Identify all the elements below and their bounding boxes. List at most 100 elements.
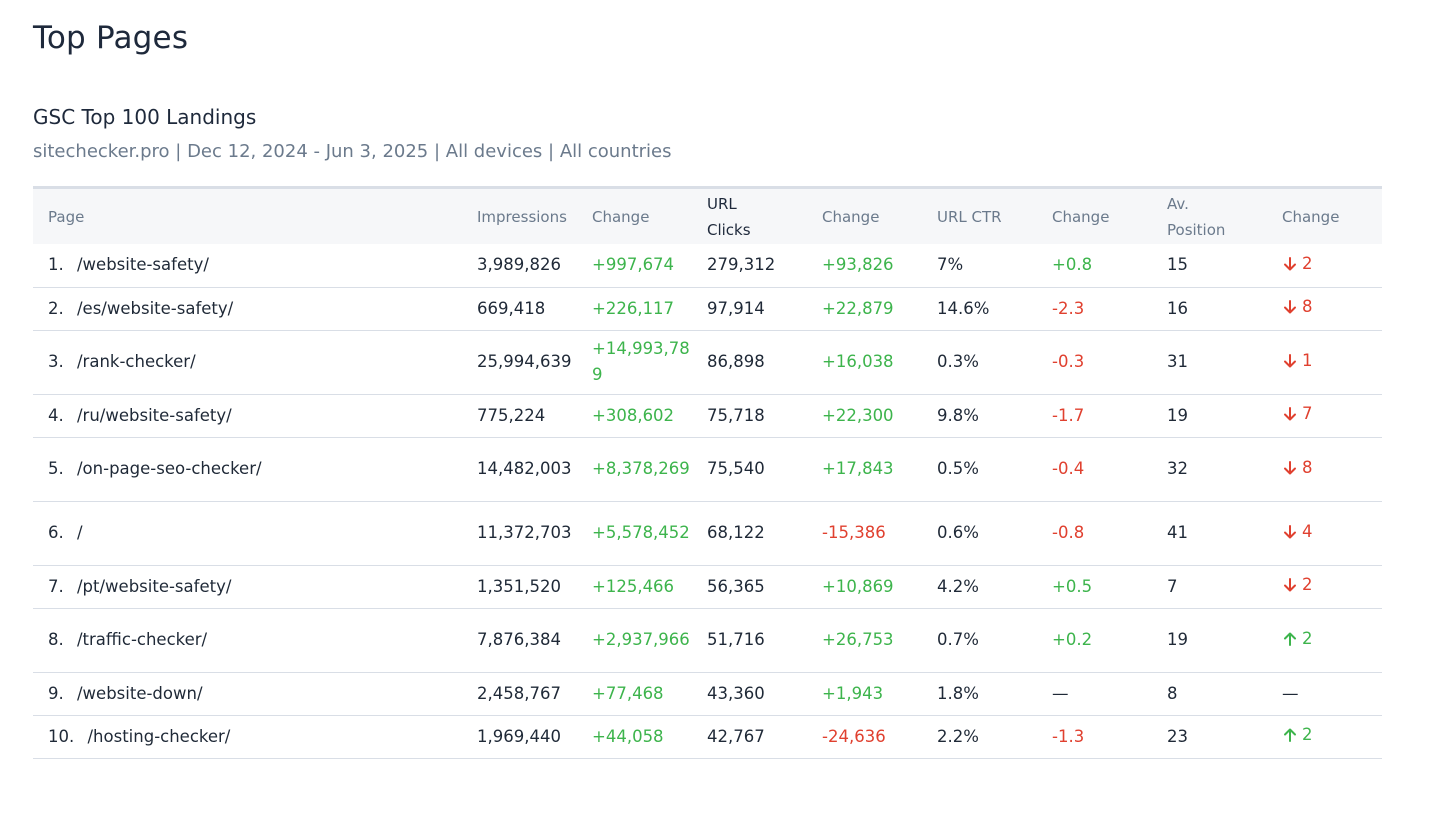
clicks-change-cell: +17,843 [807, 437, 922, 502]
impressions-cell: 7,876,384 [462, 608, 577, 673]
page-cell[interactable]: 3. /rank-checker/ [33, 330, 462, 395]
impressions-change-cell: +14,993,789 [577, 330, 692, 395]
page-url-link[interactable]: /pt/website-safety/ [77, 576, 232, 596]
position-change-value: 1 [1302, 350, 1313, 370]
clicks-cell: 75,718 [692, 394, 807, 438]
clicks-cell: 43,360 [692, 672, 807, 716]
table-row[interactable]: 5. /on-page-seo-checker/ 14,482,003 +8,3… [33, 437, 1382, 502]
position-cell: 19 [1152, 394, 1267, 438]
row-number: 3. [48, 352, 64, 371]
clicks-cell: 68,122 [692, 501, 807, 566]
impressions-cell: 1,351,520 [462, 565, 577, 609]
impressions-change-cell: +8,378,269 [577, 437, 692, 502]
ctr-cell: 7% [922, 244, 1037, 288]
position-change-value: 2 [1302, 725, 1313, 744]
clicks-change-cell: -15,386 [807, 501, 922, 566]
position-change-value: 8 [1302, 297, 1313, 316]
table-header: Page Impressions Change URL Clicks Change… [33, 187, 1382, 244]
table-row[interactable]: 1. /website-safety/ 3,989,826 +997,674 2… [33, 244, 1382, 288]
ctr-change-cell: -0.3 [1037, 330, 1152, 395]
clicks-cell: 56,365 [692, 565, 807, 609]
impressions-cell: 14,482,003 [462, 437, 577, 502]
arrow-up-icon [1284, 632, 1296, 646]
page-cell[interactable]: 9. /website-down/ [33, 672, 462, 716]
impressions-change-cell: +77,468 [577, 672, 692, 716]
ctr-change-cell: +0.2 [1037, 608, 1152, 673]
position-change-cell: 4 [1267, 501, 1382, 566]
page-url-link[interactable]: /hosting-checker/ [87, 726, 231, 746]
header-position-change[interactable]: Change [1282, 207, 1340, 226]
position-cell: 16 [1152, 287, 1267, 331]
header-ctr-change[interactable]: Change [1052, 207, 1110, 226]
table-row[interactable]: 10. /hosting-checker/ 1,969,440 +44,058 … [33, 715, 1382, 759]
row-number: 5. [48, 459, 64, 478]
page-cell[interactable]: 10. /hosting-checker/ [33, 715, 462, 759]
ctr-cell: 0.6% [922, 501, 1037, 566]
position-cell: 41 [1152, 501, 1267, 566]
position-change-indicator: 2 [1282, 722, 1313, 748]
position-change-value: 8 [1302, 457, 1313, 477]
clicks-change-cell: +26,753 [807, 608, 922, 673]
row-number: 2. [48, 298, 64, 318]
clicks-change-cell: +16,038 [807, 330, 922, 395]
position-change-indicator: 2 [1282, 251, 1313, 277]
page-cell[interactable]: 8. /traffic-checker/ [33, 608, 462, 673]
clicks-cell: 86,898 [692, 330, 807, 395]
page-cell[interactable]: 2. /es/website-safety/ [33, 287, 462, 331]
table-row[interactable]: 8. /traffic-checker/ 7,876,384 +2,937,96… [33, 608, 1382, 673]
position-cell: 23 [1152, 715, 1267, 759]
ctr-cell: 0.5% [922, 437, 1037, 502]
arrow-down-icon [1284, 300, 1296, 314]
position-change-indicator: 1 [1282, 348, 1313, 374]
clicks-change-cell: +1,943 [807, 672, 922, 716]
clicks-change-cell: -24,636 [807, 715, 922, 759]
impressions-cell: 669,418 [462, 287, 577, 331]
page-url-link[interactable]: /ru/website-safety/ [77, 405, 232, 425]
position-change-cell: 8 [1267, 437, 1382, 502]
position-change-indicator: 2 [1282, 626, 1313, 652]
page-url-link[interactable]: / [77, 523, 83, 542]
page-cell[interactable]: 4. /ru/website-safety/ [33, 394, 462, 438]
header-url-clicks[interactable]: URL Clicks [707, 194, 751, 239]
position-change-value: 2 [1302, 253, 1313, 273]
arrow-down-icon [1284, 578, 1296, 592]
page-url-link[interactable]: /website-safety/ [77, 255, 209, 275]
arrow-down-icon [1284, 407, 1296, 421]
page-url-link[interactable]: /rank-checker/ [77, 352, 196, 371]
table-header-row: Page Impressions Change URL Clicks Change… [33, 187, 1382, 244]
ctr-change-cell: -2.3 [1037, 287, 1152, 331]
position-cell: 32 [1152, 437, 1267, 502]
page-url-link[interactable]: /es/website-safety/ [77, 298, 234, 318]
table-row[interactable]: 2. /es/website-safety/ 669,418 +226,117 … [33, 287, 1382, 331]
ctr-cell: 2.2% [922, 715, 1037, 759]
table-row[interactable]: 4. /ru/website-safety/ 775,224 +308,602 … [33, 394, 1382, 438]
position-cell: 7 [1152, 565, 1267, 609]
header-impressions[interactable]: Impressions [477, 207, 567, 226]
ctr-change-cell: -0.8 [1037, 501, 1152, 566]
clicks-cell: 51,716 [692, 608, 807, 673]
page-url-link[interactable]: /on-page-seo-checker/ [77, 459, 262, 478]
page-url-link[interactable]: /website-down/ [77, 683, 203, 703]
header-clicks-change[interactable]: Change [822, 207, 880, 226]
header-url-ctr[interactable]: URL CTR [937, 207, 1002, 226]
row-number: 9. [48, 683, 64, 703]
page-cell[interactable]: 1. /website-safety/ [33, 244, 462, 288]
page-cell[interactable]: 6. / [33, 501, 462, 566]
arrow-down-icon [1284, 460, 1296, 474]
position-change-indicator: 8 [1282, 455, 1313, 481]
page-url-link[interactable]: /traffic-checker/ [77, 630, 208, 649]
header-impressions-change[interactable]: Change [592, 207, 650, 226]
table-row[interactable]: 7. /pt/website-safety/ 1,351,520 +125,46… [33, 565, 1382, 609]
page-cell[interactable]: 5. /on-page-seo-checker/ [33, 437, 462, 502]
clicks-cell: 42,767 [692, 715, 807, 759]
clicks-cell: 279,312 [692, 244, 807, 288]
table-row[interactable]: 3. /rank-checker/ 25,994,639 +14,993,789… [33, 330, 1382, 395]
page-cell[interactable]: 7. /pt/website-safety/ [33, 565, 462, 609]
position-change-value: 4 [1302, 521, 1313, 541]
header-av-position[interactable]: Av. Position [1167, 194, 1226, 239]
table-row[interactable]: 6. / 11,372,703 +5,578,452 68,122 -15,38… [33, 501, 1382, 566]
clicks-change-cell: +93,826 [807, 244, 922, 288]
table-row[interactable]: 9. /website-down/ 2,458,767 +77,468 43,3… [33, 672, 1382, 716]
ctr-cell: 9.8% [922, 394, 1037, 438]
header-page[interactable]: Page [48, 207, 85, 226]
